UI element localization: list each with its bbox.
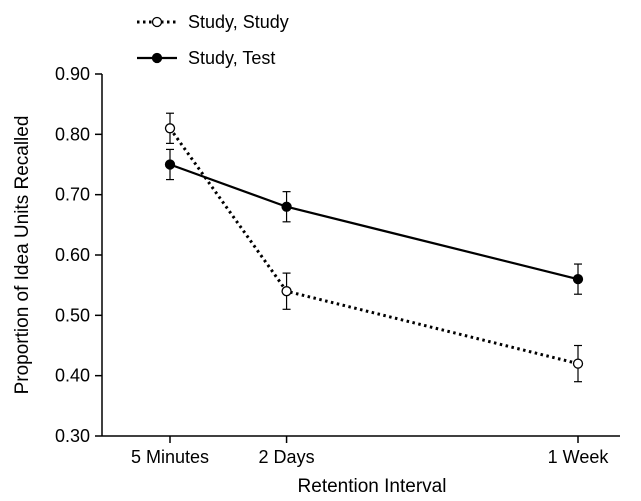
y-tick-label: 0.80	[55, 124, 90, 144]
legend-marker	[151, 52, 163, 64]
x-tick-label: 5 Minutes	[131, 447, 209, 467]
legend-label: Study, Study	[188, 12, 289, 32]
x-axis-title: Retention Interval	[298, 476, 447, 497]
data-point	[164, 159, 176, 170]
legend-item: Study, Test	[137, 48, 275, 68]
y-tick-label: 0.90	[55, 64, 90, 84]
y-tick-label: 0.30	[55, 426, 90, 446]
legend-item: Study, Study	[137, 12, 289, 32]
y-tick-label: 0.70	[55, 185, 90, 205]
series-line	[169, 163, 579, 281]
series-study-test	[164, 148, 584, 295]
series-line	[168, 127, 579, 366]
data-point	[164, 123, 176, 134]
y-tick-label: 0.60	[55, 245, 90, 265]
data-point	[572, 273, 584, 285]
data-point	[572, 358, 584, 369]
data-point	[281, 286, 292, 297]
legend-marker	[151, 16, 163, 28]
y-axis-title: Proportion of Idea Units Recalled	[12, 116, 33, 395]
x-tick-label: 1 Week	[548, 447, 610, 467]
y-tick-label: 0.50	[55, 305, 90, 325]
y-tick-label: 0.40	[55, 366, 90, 386]
legend: Study, Study Study, Test	[137, 12, 289, 68]
legend-label: Study, Test	[188, 48, 275, 68]
axes: 0.30 0.40 0.50 0.60 0.70 0.80 0.90 5 Minutes 2 D…	[55, 64, 620, 467]
series-group	[164, 112, 584, 383]
data-point	[281, 201, 292, 212]
series-study-study	[164, 112, 584, 383]
x-tick-label: 2 Days	[259, 447, 315, 467]
